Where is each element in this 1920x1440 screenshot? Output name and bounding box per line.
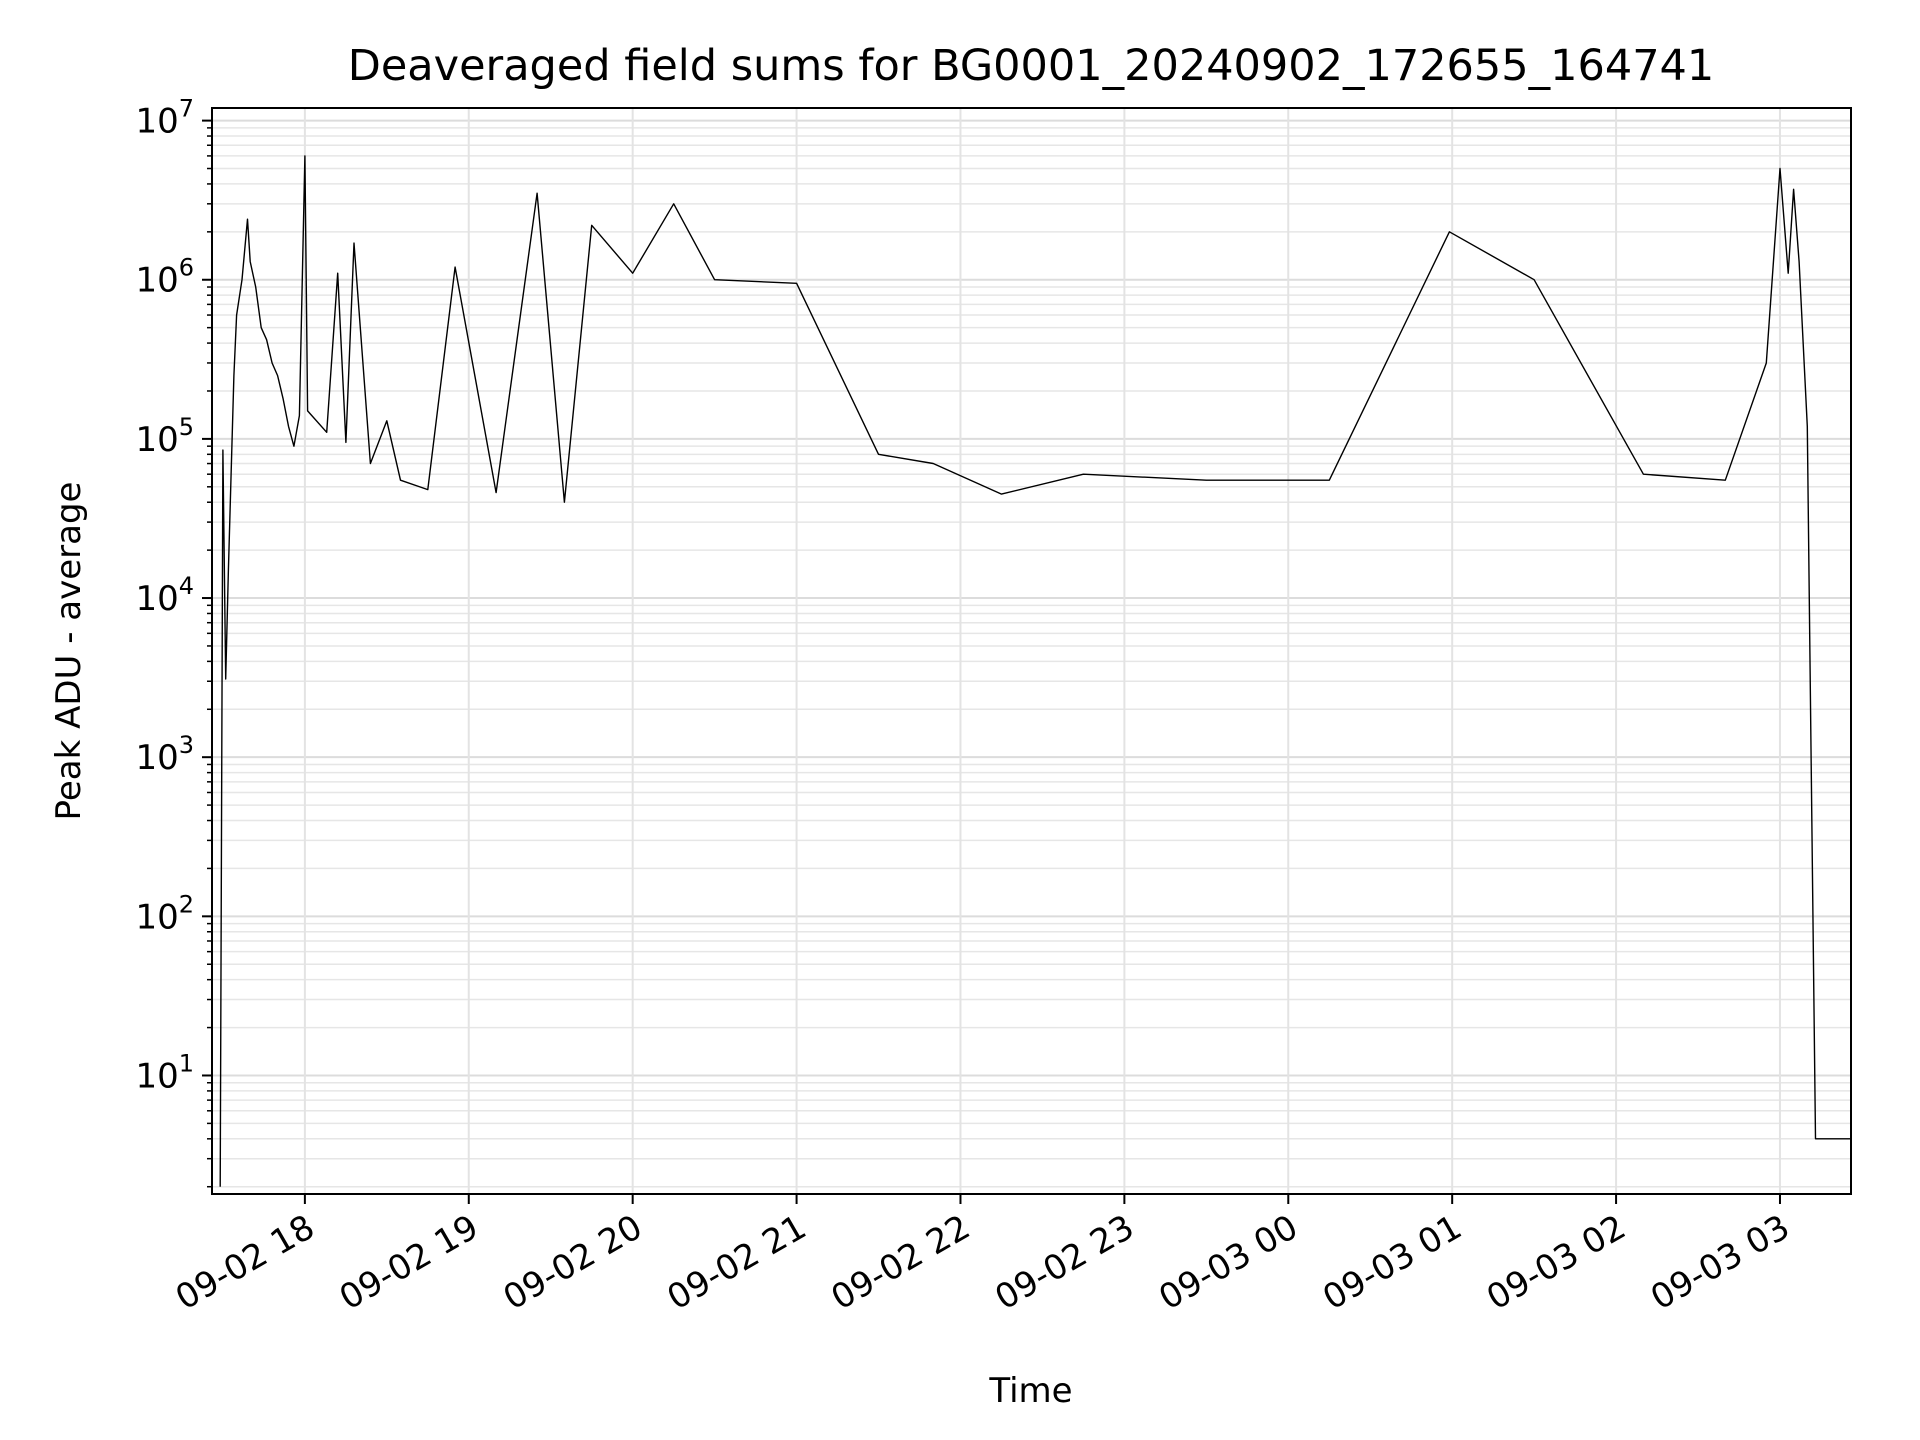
- y-tick-label: 103: [135, 731, 194, 778]
- chart-title: Deaveraged field sums for BG0001_2024090…: [348, 41, 1715, 91]
- plot-frame: [211, 107, 1852, 1195]
- y-tick-label: 106: [135, 254, 194, 301]
- data-series: [219, 155, 1851, 1187]
- y-tick-label: 105: [135, 413, 194, 460]
- x-axis-label: Time: [988, 1371, 1072, 1411]
- y-tick-label: 104: [135, 572, 194, 619]
- y-axis-ticks: 101 102 103 104 105 106 107: [135, 95, 212, 1188]
- y-axis-label: Peak ADU - average: [49, 482, 89, 821]
- grid-lines: [212, 108, 1851, 1194]
- y-tick-label: 101: [135, 1049, 194, 1096]
- y-tick-label: 102: [135, 890, 194, 937]
- y-tick-label: 107: [135, 95, 194, 142]
- series-line: [219, 155, 1851, 1187]
